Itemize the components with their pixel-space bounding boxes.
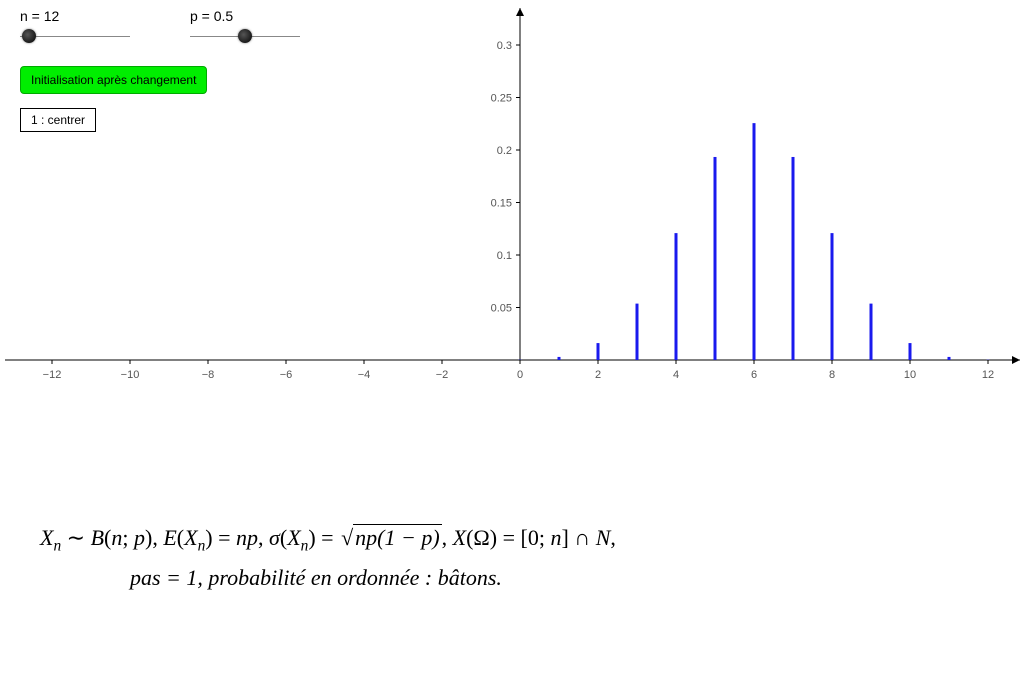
svg-text:12: 12 bbox=[982, 369, 994, 381]
svg-text:8: 8 bbox=[829, 369, 835, 381]
formula-line1: Xn ∼ B(n; p), E(Xn) = np, σ(Xn) = √np(1 … bbox=[40, 525, 616, 555]
svg-text:4: 4 bbox=[673, 369, 679, 381]
svg-text:−2: −2 bbox=[436, 369, 449, 381]
chart: −12 −10 −8 −6 −4 −2 0 2 4 6 8 10 12 0.05 0.1 0.15 0.2 0.2… bbox=[0, 0, 1027, 420]
svg-text:−10: −10 bbox=[121, 369, 140, 381]
svg-text:−6: −6 bbox=[280, 369, 293, 381]
svg-text:0.15: 0.15 bbox=[491, 198, 512, 210]
svg-text:2: 2 bbox=[595, 369, 601, 381]
svg-text:−12: −12 bbox=[43, 369, 62, 381]
svg-text:0.25: 0.25 bbox=[491, 93, 512, 105]
formula-line2: pas = 1, probabilité en ordonnée : bâton… bbox=[130, 565, 502, 591]
svg-text:0.1: 0.1 bbox=[497, 250, 512, 262]
svg-text:10: 10 bbox=[904, 369, 916, 381]
svg-text:0.05: 0.05 bbox=[491, 303, 512, 315]
svg-text:0.2: 0.2 bbox=[497, 145, 512, 157]
svg-text:0: 0 bbox=[517, 369, 523, 381]
svg-text:−8: −8 bbox=[202, 369, 215, 381]
svg-text:0.3: 0.3 bbox=[497, 40, 512, 52]
svg-text:−4: −4 bbox=[358, 369, 371, 381]
svg-text:6: 6 bbox=[751, 369, 757, 381]
